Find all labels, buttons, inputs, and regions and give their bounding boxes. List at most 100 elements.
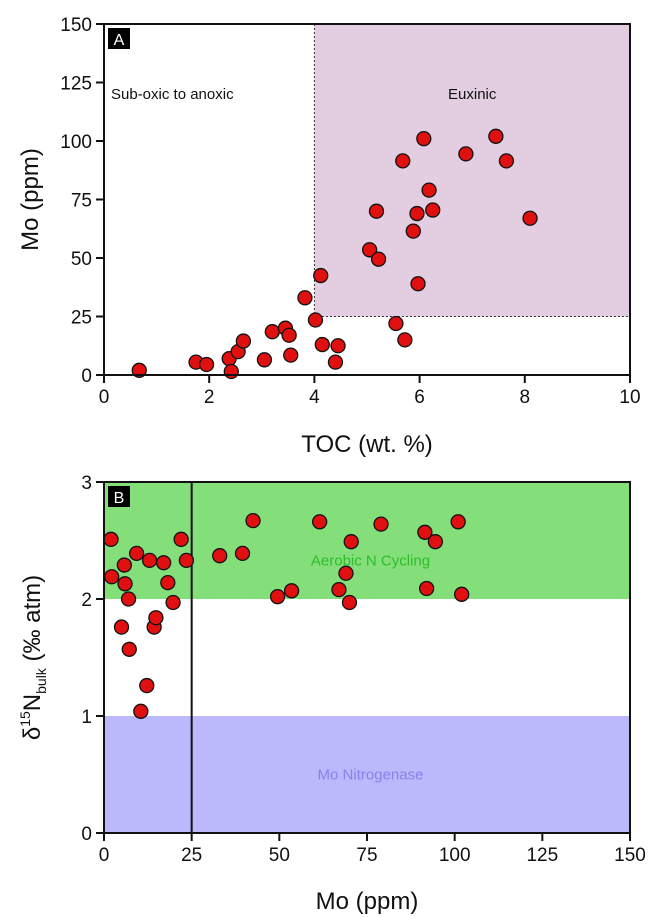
data-point	[417, 524, 433, 540]
data-point	[283, 347, 299, 363]
data-point	[212, 548, 228, 564]
y-title-sup: 15	[17, 711, 33, 727]
data-point	[269, 589, 286, 605]
data-point	[327, 354, 344, 370]
data-point	[297, 290, 313, 306]
data-point	[397, 332, 413, 348]
y-tick-label: 0	[81, 824, 92, 845]
data-point	[522, 210, 538, 226]
data-point	[131, 362, 147, 378]
y-tick-label: 3	[81, 473, 92, 494]
data-point	[283, 583, 300, 599]
y-tick-label: 75	[71, 191, 92, 212]
data-point	[235, 333, 252, 349]
x-tick-label: 6	[414, 387, 425, 408]
panel-b-tag-label: B	[114, 490, 125, 507]
data-point	[425, 202, 441, 218]
panel-b-x-axis: 0 25 50 75 100 125 150	[99, 833, 646, 866]
x-tick-label: 125	[526, 845, 558, 866]
data-point	[245, 512, 261, 529]
y-tick-label: 1	[81, 707, 92, 728]
data-point	[450, 514, 466, 530]
data-point	[160, 574, 176, 591]
x-tick-label: 10	[619, 387, 640, 408]
panel-a-y-axis-title: Mo (ppm)	[17, 148, 44, 251]
x-tick-label: 25	[181, 845, 202, 866]
y-tick-label: 25	[71, 308, 92, 329]
x-tick-label: 2	[204, 387, 215, 408]
data-point	[141, 552, 158, 569]
euxinic-region-label: Euxinic	[448, 86, 497, 103]
y-tick-label: 0	[81, 366, 92, 387]
data-point	[410, 276, 426, 292]
mo-nitrogenase-label: Mo Nitrogenase	[318, 767, 424, 784]
y-tick-label: 50	[71, 249, 92, 270]
panel-a-x-axis-title: TOC (wt. %)	[301, 431, 433, 458]
panel-b-x-axis-title: Mo (ppm)	[316, 888, 419, 915]
aerobic-n-cycling-label: Aerobic N Cycling	[311, 552, 430, 569]
panel-b-points	[103, 512, 470, 719]
y-title-units: (‰ atm)	[19, 575, 46, 668]
panel-b-tag: B	[108, 486, 130, 507]
data-point	[116, 557, 132, 573]
data-point	[139, 677, 155, 694]
data-point	[133, 703, 149, 719]
data-point	[416, 131, 432, 147]
panel-a-tag: A	[108, 28, 130, 49]
data-point	[343, 534, 359, 550]
data-point	[421, 182, 437, 198]
data-point	[113, 619, 130, 635]
x-tick-label: 4	[309, 387, 320, 408]
data-point	[173, 531, 189, 547]
data-point	[458, 146, 474, 162]
data-point	[331, 581, 347, 598]
data-point	[121, 641, 137, 657]
data-point	[198, 356, 215, 373]
data-point	[264, 324, 280, 340]
data-point	[427, 534, 444, 550]
data-point	[256, 352, 273, 368]
y-tick-label: 2	[81, 590, 92, 611]
data-point	[314, 336, 330, 353]
data-point	[281, 327, 297, 343]
x-tick-label: 150	[614, 845, 646, 866]
data-point	[117, 576, 133, 592]
data-point	[330, 338, 346, 354]
x-tick-label: 50	[269, 845, 290, 866]
panel-a-chart: Sub-oxic to anoxic Euxinic 0 2 4 6 8 10 0 25 50…	[17, 15, 641, 458]
x-tick-label: 8	[520, 387, 531, 408]
data-point	[409, 205, 425, 222]
data-point	[155, 555, 172, 571]
y-title-delta: δ	[19, 727, 46, 740]
data-point	[104, 569, 120, 585]
x-tick-label: 75	[356, 845, 377, 866]
data-point	[454, 586, 470, 602]
data-point	[388, 315, 404, 332]
panel-a-tag-box	[108, 28, 130, 49]
data-point	[234, 545, 251, 562]
y-tick-label: 100	[60, 132, 92, 153]
panel-b-y-axis-title: δ15Nbulk (‰ atm)	[17, 575, 49, 740]
data-point	[223, 363, 239, 380]
data-point	[361, 242, 378, 258]
data-point	[418, 580, 435, 597]
data-point	[178, 552, 195, 569]
data-point	[165, 594, 181, 611]
euxinic-region	[314, 24, 630, 317]
y-title-main: N	[19, 694, 46, 711]
panel-b-tag-box	[108, 486, 130, 507]
data-point	[307, 312, 324, 328]
y-title-sub: bulk	[33, 667, 49, 694]
data-point	[373, 516, 389, 532]
data-point	[312, 514, 328, 530]
panel-a-points	[131, 128, 538, 380]
data-point	[368, 203, 385, 219]
panel-a-x-axis: 0 2 4 6 8 10	[99, 375, 641, 408]
x-tick-label: 100	[439, 845, 471, 866]
panel-b-y-axis: 0 1 2 3	[81, 473, 104, 845]
data-point	[338, 565, 354, 581]
x-tick-label: 0	[99, 387, 110, 408]
data-point	[488, 128, 504, 144]
panel-a-y-axis: 0 25 50 75 100 125 150	[60, 15, 104, 387]
